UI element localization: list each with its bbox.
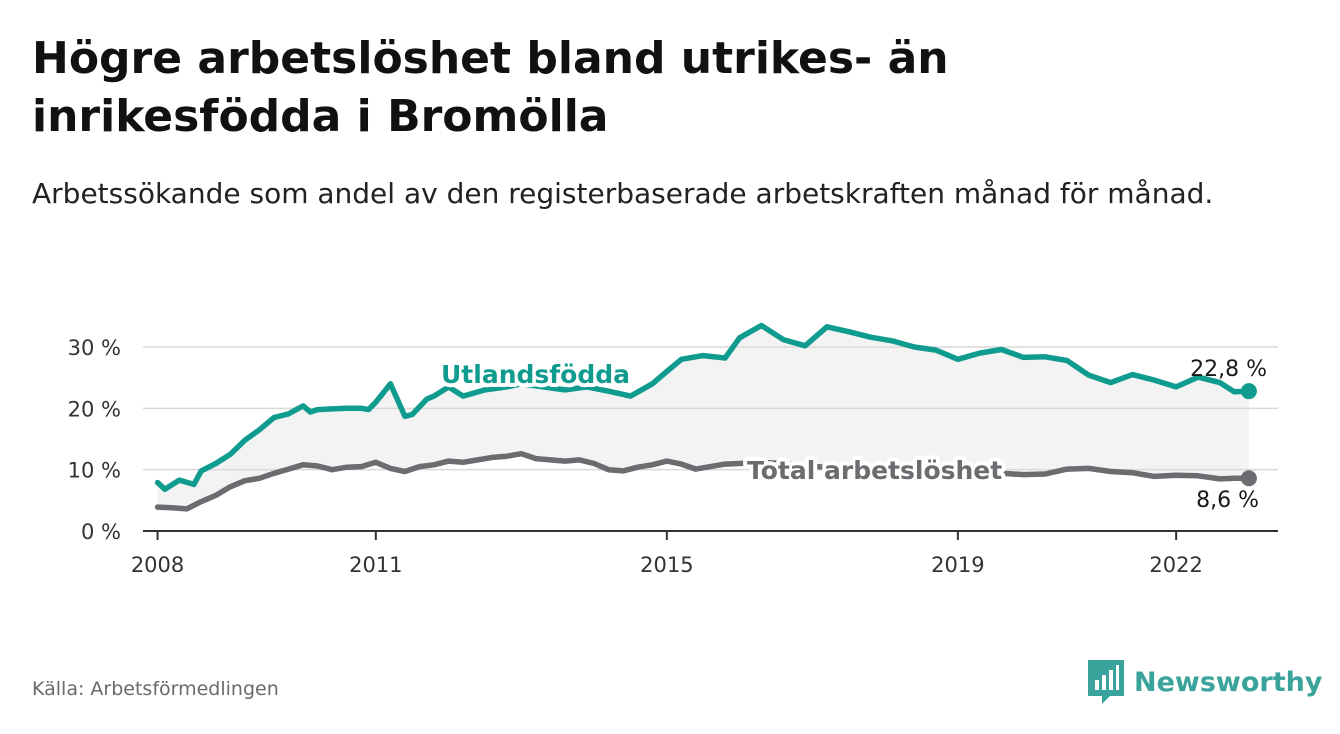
y-tick-label: 0 % bbox=[81, 520, 121, 544]
y-tick-label: 30 % bbox=[68, 336, 121, 360]
brand-logo: Newsworthy bbox=[1088, 660, 1322, 704]
x-tick-label: 2019 bbox=[931, 553, 984, 577]
x-tick-label: 2015 bbox=[640, 553, 693, 577]
x-tick-label: 2022 bbox=[1149, 553, 1202, 577]
x-tick-label: 2011 bbox=[349, 553, 402, 577]
y-tick-label: 20 % bbox=[68, 397, 121, 421]
end-value-utlandsfodda: 22,8 % bbox=[1190, 357, 1267, 382]
end-value-total: 8,6 % bbox=[1196, 488, 1259, 513]
series-label-utlandsfodda: Utlandsfödda bbox=[441, 360, 630, 389]
series-label-total: Total arbetslöshet bbox=[747, 456, 1002, 485]
end-marker-total bbox=[1240, 470, 1257, 487]
series-line-utlandsfodda bbox=[154, 322, 1252, 493]
y-tick-label: 10 % bbox=[68, 459, 121, 483]
bar-chart-logo-icon bbox=[1088, 660, 1124, 704]
chart-subtitle: Arbetssökande som andel av den registerb… bbox=[32, 177, 1214, 210]
source-note: Källa: Arbetsförmedlingen bbox=[32, 678, 279, 700]
brand-name: Newsworthy bbox=[1134, 666, 1323, 698]
chart-title: Högre arbetslöshet bland utrikes- än inr… bbox=[32, 33, 949, 142]
x-tick-label: 2008 bbox=[131, 553, 184, 577]
end-marker-utlandsfodda bbox=[1240, 383, 1257, 400]
series-line-total bbox=[154, 450, 1252, 512]
